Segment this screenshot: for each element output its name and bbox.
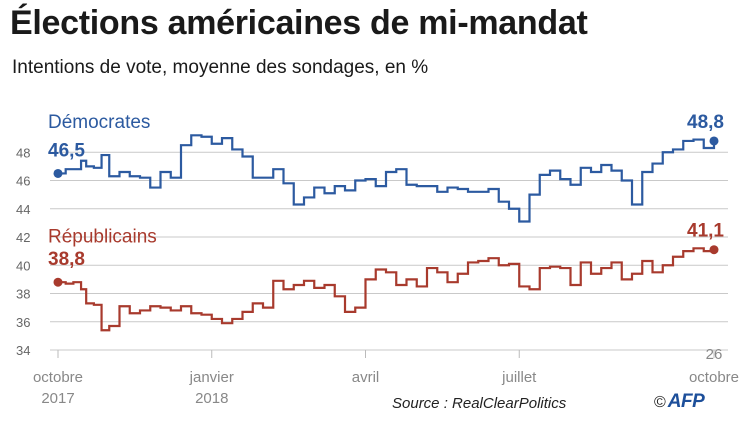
y-tick-label: 36 [16, 315, 30, 330]
end-point-0 [709, 136, 719, 146]
y-tick-label: 34 [16, 343, 30, 358]
y-tick-label: 48 [16, 145, 30, 160]
y-tick-label: 42 [16, 230, 30, 245]
series-line-0 [58, 134, 716, 223]
x-tick-label: 2018 [195, 390, 228, 407]
series-line-1 [58, 247, 716, 332]
y-axis-ticks: 34 36 38 40 42 44 46 48 [16, 145, 30, 358]
afp-credit: © AFP [654, 391, 705, 413]
start-point-1 [53, 277, 63, 287]
x-tick-label: janvier [189, 369, 234, 386]
source-note: Source : RealClearPolitics [392, 395, 567, 412]
series-name-label: Républicains [48, 227, 157, 248]
y-tick-label: 38 [16, 287, 30, 302]
start-value-label: 46,5 [48, 140, 85, 161]
end-value-label: 41,1 [687, 221, 724, 242]
x-tick-label: 2017 [41, 390, 74, 407]
x-tick-label: 26 [706, 346, 723, 363]
end-value-label: 48,8 [687, 112, 724, 133]
start-point-0 [53, 168, 63, 178]
grid-lines [50, 151, 728, 351]
start-value-label: 38,8 [48, 249, 85, 270]
y-tick-label: 40 [16, 258, 30, 273]
series-name-label: Démocrates [48, 112, 150, 133]
y-tick-label: 46 [16, 174, 30, 189]
chart-subtitle: Intentions de vote, moyenne des sondages… [12, 57, 429, 78]
x-axis-ticks: octobre 2017 janvier 2018 avril juillet 26 octo… [33, 346, 739, 407]
x-tick-label: avril [352, 369, 380, 386]
x-tick-label: octobre [33, 369, 83, 386]
afp-logo: AFP [667, 391, 705, 412]
chart-title: Élections américaines de mi-mandat [10, 4, 588, 42]
x-tick-label: juillet [501, 369, 537, 386]
x-tick-label: octobre [689, 369, 739, 386]
end-point-1 [709, 245, 719, 255]
y-tick-label: 44 [16, 202, 30, 217]
series-lines [53, 134, 719, 332]
copyright-symbol: © [654, 394, 666, 411]
